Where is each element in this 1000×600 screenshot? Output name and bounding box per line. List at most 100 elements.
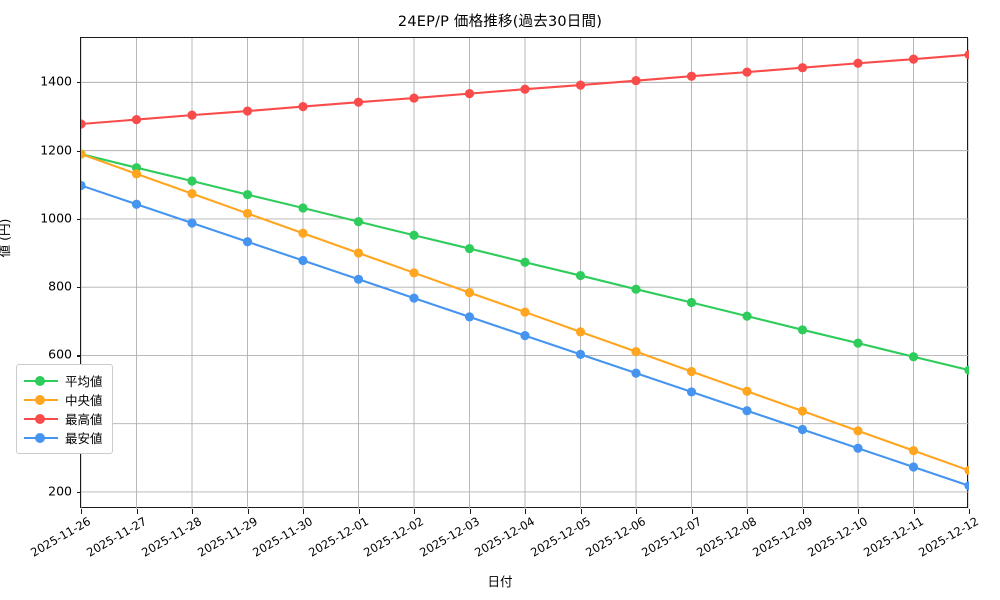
x-axis-tick-labels: 2025-11-26 2025-11-27 2025-11-28 2025-11-29…: [28, 508, 981, 578]
y-axis-tick-label: 600: [48, 346, 72, 362]
data-point: [409, 93, 419, 103]
x-axis-tick-mark: [913, 509, 915, 514]
data-point: [520, 257, 530, 267]
data-point: [964, 465, 969, 476]
data-point: [686, 71, 697, 81]
data-point: [520, 307, 530, 317]
plot-area: [76, 37, 971, 514]
x-axis-tick-label: 2025-12-01: [305, 514, 371, 560]
data-point: [409, 293, 419, 303]
legend-label: 最安値: [65, 431, 103, 446]
x-axis-tick-mark: [303, 509, 305, 514]
legend-swatch: [24, 412, 58, 426]
data-point: [353, 217, 364, 227]
data-point: [908, 54, 919, 64]
x-axis-tick-label: 2025-11-28: [139, 514, 204, 560]
data-point: [520, 84, 530, 94]
x-axis-tick-mark: [525, 509, 527, 514]
y-axis-tick-mark: [76, 150, 81, 152]
data-point: [797, 424, 808, 435]
data-point: [187, 218, 197, 228]
data-point: [853, 443, 863, 453]
legend-item[interactable]: 平均値: [24, 371, 103, 390]
legend-item[interactable]: 最安値: [24, 428, 103, 447]
data-point: [742, 406, 752, 416]
x-axis-tick-mark: [636, 509, 638, 514]
x-axis-tick-mark: [969, 509, 971, 514]
y-axis-tick-mark: [76, 491, 81, 494]
y-axis-tick-mark: [76, 355, 81, 357]
data-point: [964, 50, 969, 60]
y-axis-tick-mark: [76, 287, 81, 289]
x-axis-tick-label: 2025-12-07: [638, 514, 704, 560]
x-axis-tick-mark: [747, 509, 749, 514]
data-point: [131, 199, 142, 209]
x-axis-tick-mark: [192, 509, 194, 514]
data-point: [131, 114, 142, 125]
data-point: [686, 387, 697, 397]
y-axis-tick-label: 1000: [40, 210, 72, 226]
data-point: [575, 349, 586, 359]
x-axis-tick-mark: [858, 509, 860, 514]
chart-legend[interactable]: 平均値中央値 最高値最安値: [16, 364, 113, 454]
data-point: [298, 102, 308, 112]
x-axis-tick-label: 2025-11-27: [83, 514, 149, 560]
data-point: [464, 288, 475, 298]
y-axis-tick-label: 1400: [40, 73, 72, 89]
x-axis-tick-label: 2025-11-29: [194, 514, 260, 560]
x-axis-tick-label: 2025-12-11: [860, 514, 926, 560]
series-4: [81, 180, 969, 491]
x-axis-tick-mark: [358, 509, 360, 514]
legend-marker-icon: [35, 432, 45, 443]
y-axis-tick-label: 1200: [40, 142, 72, 158]
legend-swatch: [24, 374, 58, 388]
data-point: [631, 368, 641, 378]
data-point: [81, 149, 86, 159]
data-point: [242, 237, 253, 247]
legend-swatch: [24, 431, 58, 445]
data-point: [797, 406, 808, 416]
y-axis-tick-label: 800: [48, 278, 72, 294]
x-axis-tick-label: 2025-12-12: [916, 514, 981, 560]
data-point: [797, 63, 808, 73]
x-axis-tick-mark: [136, 509, 138, 514]
data-point: [242, 190, 253, 200]
legend-marker-icon: [35, 375, 45, 386]
legend-marker-icon: [35, 394, 45, 405]
data-point: [464, 243, 475, 254]
x-axis-tick-label: 2025-12-03: [416, 514, 482, 560]
data-point: [353, 97, 364, 107]
y-axis-tick-mark: [76, 218, 81, 220]
data-point: [81, 119, 86, 129]
legend-swatch: [24, 393, 58, 407]
data-point: [742, 67, 752, 77]
data-point: [520, 331, 530, 341]
x-axis-tick-mark: [414, 509, 416, 514]
data-point: [908, 352, 919, 362]
data-point: [964, 481, 969, 491]
x-axis-tick-label: 2025-12-08: [694, 514, 759, 560]
data-point: [908, 446, 919, 456]
x-axis-tick-label: 2025-11-30: [250, 514, 315, 560]
x-axis-tick-mark: [691, 509, 693, 514]
series-2: [81, 149, 969, 476]
legend-item[interactable]: 最高値: [24, 409, 103, 428]
data-point: [908, 462, 919, 472]
legend-label: 中央値: [65, 393, 103, 408]
data-point: [187, 110, 197, 120]
data-point: [575, 270, 586, 281]
data-point: [631, 284, 641, 294]
data-point: [631, 347, 641, 357]
x-axis-label: 日付: [487, 574, 513, 589]
x-axis-tick-label: 2025-12-02: [361, 514, 426, 560]
data-point: [409, 268, 419, 278]
data-point: [81, 180, 86, 191]
legend-item[interactable]: 中央値: [24, 390, 103, 409]
x-axis-tick-label: 2025-12-05: [527, 514, 593, 560]
x-axis-tick-label: 2025-12-06: [583, 514, 648, 560]
data-point: [686, 366, 697, 377]
series-layer: [81, 50, 969, 491]
data-point: [298, 255, 308, 266]
data-point: [464, 89, 475, 99]
data-point: [464, 312, 475, 322]
